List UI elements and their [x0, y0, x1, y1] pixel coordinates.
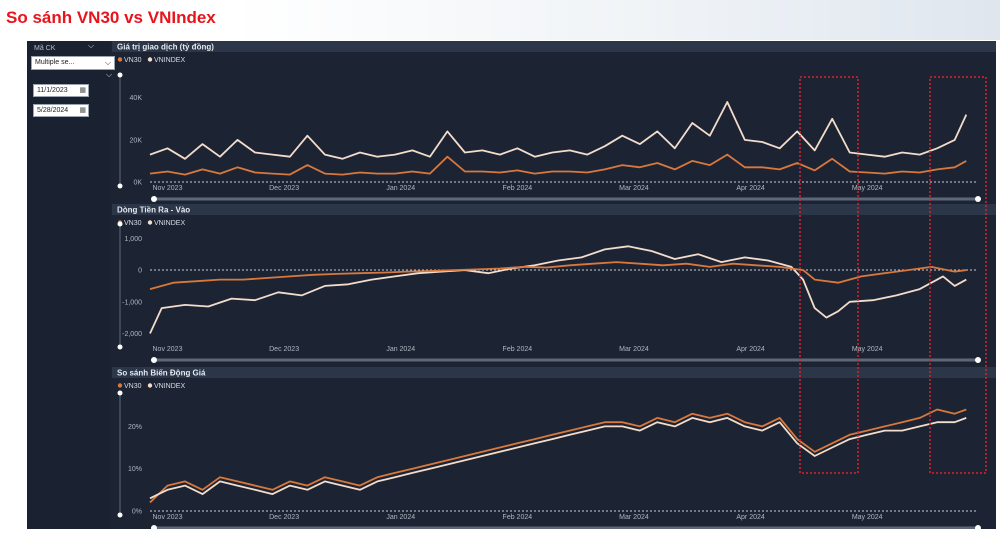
- x-tick-label: Nov 2023: [153, 346, 183, 353]
- y-slider-handle: [117, 390, 123, 396]
- x-tick-label: Nov 2023: [153, 514, 183, 521]
- y-tick-label: 0: [138, 268, 142, 275]
- legend-label: VNINDEX: [154, 383, 185, 390]
- y-tick-label: 20%: [128, 424, 142, 431]
- x-slider-handle: [975, 525, 981, 529]
- x-tick-label: Apr 2024: [736, 185, 765, 192]
- legend-marker: [117, 57, 123, 62]
- x-tick-label: Apr 2024: [736, 346, 765, 353]
- series-line-vnindex: [149, 416, 967, 500]
- legend-marker: [147, 383, 153, 388]
- y-slider-handle: [117, 344, 123, 350]
- x-slider-handle: [975, 196, 981, 202]
- y-slider-handle: [117, 221, 123, 227]
- chart-title: So sánh Biến Động Giá: [117, 369, 206, 378]
- y-tick-label: 0K: [133, 180, 142, 187]
- x-slider-handle: [151, 525, 157, 529]
- x-tick-label: May 2024: [852, 346, 883, 353]
- x-tick-label: Feb 2024: [503, 514, 533, 521]
- calendar-icon: ▦: [79, 87, 86, 94]
- y-tick-label: 1,000: [124, 236, 142, 243]
- y-tick-label: 20K: [130, 137, 143, 144]
- legend-marker: [117, 383, 123, 388]
- chart-title: Dòng Tiền Ra - Vào: [117, 206, 190, 215]
- y-slider-handle: [117, 183, 123, 189]
- chevron-down-icon: ⌵: [104, 58, 111, 67]
- series-line-vn30: [149, 408, 967, 504]
- date-from-input[interactable]: 11/1/2023 ▦: [33, 84, 89, 97]
- date-to-input[interactable]: 5/28/2024 ▦: [33, 104, 89, 117]
- page-title: So sánh VN30 vs VNIndex: [6, 8, 216, 27]
- legend-label: VNINDEX: [154, 57, 185, 64]
- x-tick-label: Mar 2024: [619, 185, 649, 192]
- legend-marker: [147, 220, 153, 225]
- x-tick-label: Jan 2024: [386, 514, 415, 521]
- y-slider-handle: [117, 512, 123, 518]
- x-slider-handle: [151, 196, 157, 202]
- legend-marker: [147, 57, 153, 62]
- series-line-vn30: [149, 153, 967, 176]
- header-background: [230, 0, 1000, 40]
- y-tick-label: -1,000: [122, 299, 142, 306]
- x-tick-label: Nov 2023: [153, 185, 183, 192]
- chart-header-bar: [112, 41, 996, 52]
- y-tick-label: 0%: [132, 509, 142, 516]
- ma-ck-value: Multiple se...: [35, 59, 75, 66]
- x-tick-label: Mar 2024: [619, 346, 649, 353]
- date-from-value: 11/1/2023: [37, 87, 68, 94]
- x-tick-label: Mar 2024: [619, 514, 649, 521]
- chart-header-bar: [112, 204, 996, 215]
- x-tick-label: Dec 2023: [269, 346, 299, 353]
- charts-canvas: Giá trị giao dịch (tỷ đồng) VN30 VNINDEX 0K…: [112, 41, 996, 529]
- chart-header-bar: [112, 367, 996, 378]
- series-line-vnindex: [149, 245, 967, 334]
- x-tick-label: Feb 2024: [503, 346, 533, 353]
- x-slider-handle: [975, 357, 981, 363]
- series-line-vn30: [149, 261, 967, 290]
- expand-chevron-icon[interactable]: ⌵: [106, 70, 113, 79]
- x-tick-label: Dec 2023: [269, 185, 299, 192]
- ma-ck-label: Mã CK: [34, 45, 56, 52]
- x-tick-label: Dec 2023: [269, 514, 299, 521]
- legend-label: VN30: [124, 383, 142, 390]
- chart-title: Giá trị giao dịch (tỷ đồng): [117, 43, 214, 52]
- collapse-chevron-icon[interactable]: ⌵: [88, 41, 95, 50]
- series-line-vnindex: [149, 101, 968, 160]
- x-tick-label: Apr 2024: [736, 514, 765, 521]
- calendar-icon: ▦: [79, 107, 86, 114]
- date-to-value: 5/28/2024: [37, 107, 69, 114]
- y-tick-label: -2,000: [122, 331, 142, 338]
- highlight-box: [929, 76, 987, 474]
- y-tick-label: 10%: [128, 466, 142, 473]
- x-slider-handle: [151, 357, 157, 363]
- x-tick-label: May 2024: [852, 514, 883, 521]
- highlight-box: [799, 76, 859, 474]
- x-tick-label: Feb 2024: [503, 185, 533, 192]
- x-tick-label: May 2024: [852, 185, 883, 192]
- x-tick-label: Jan 2024: [386, 185, 415, 192]
- x-tick-label: Jan 2024: [386, 346, 415, 353]
- y-tick-label: 40K: [130, 95, 143, 102]
- legend-label: VN30: [124, 57, 142, 64]
- y-slider-handle: [117, 72, 123, 78]
- ma-ck-select[interactable]: Multiple se... ⌵: [31, 56, 115, 70]
- filter-sidebar: Mã CK Multiple se... ⌵ 11/1/2023 ▦ 5/28/…: [27, 41, 115, 529]
- legend-label: VN30: [124, 220, 142, 227]
- legend-label: VNINDEX: [154, 220, 185, 227]
